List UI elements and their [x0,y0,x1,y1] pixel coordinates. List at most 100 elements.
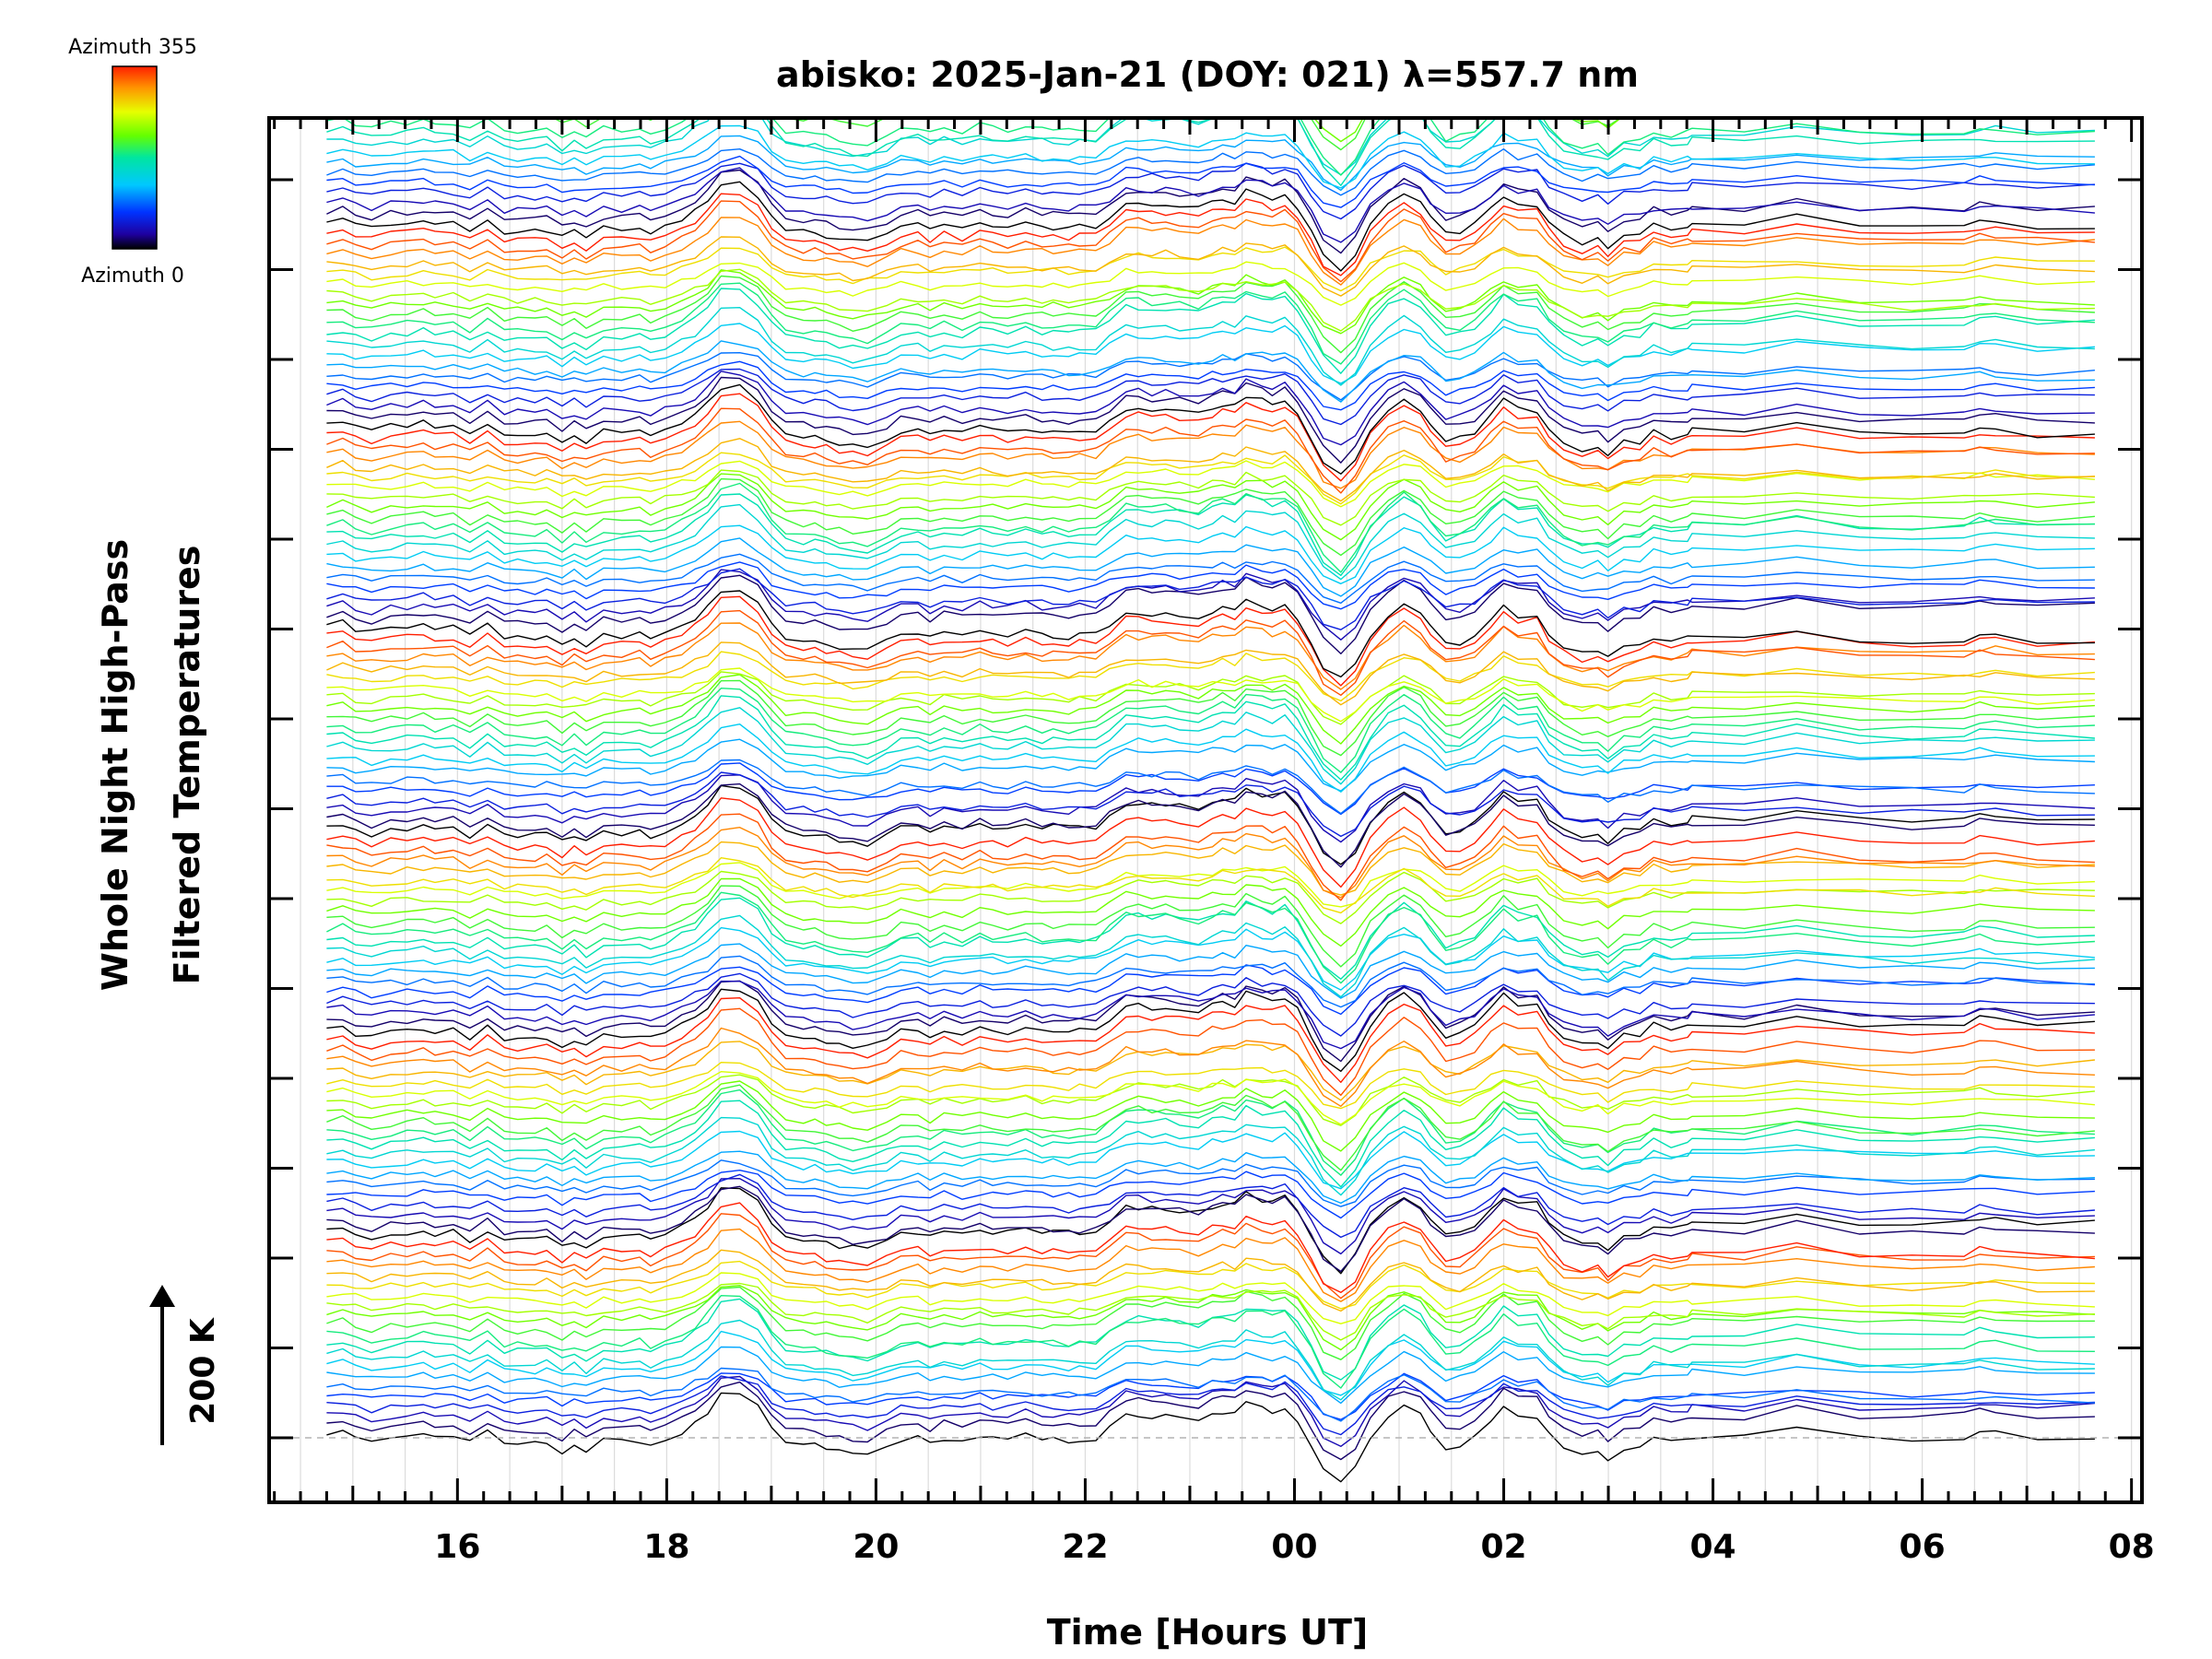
series-line [326,622,2095,690]
series-line [326,1330,2095,1396]
series-line [326,371,2095,446]
series-line [326,797,2095,888]
series-line [326,323,2095,384]
series-line [326,493,2095,576]
series-line [326,914,2095,998]
series-line [326,1375,2095,1447]
series-line [326,1170,2095,1219]
series-line [326,667,2095,723]
series-line [326,1185,2095,1273]
series-line [326,1346,2095,1405]
series-line [326,217,2095,286]
traces [326,118,2095,1483]
series-line [326,118,2095,176]
series-line [326,926,2095,991]
series-line [326,420,2095,489]
x-tick-label: 04 [1690,1528,1736,1566]
series-line [326,707,2095,785]
series-line [326,561,2095,610]
series-line [326,870,2095,924]
series-line [326,1116,2095,1196]
series-line [326,1007,2095,1096]
series-line [326,569,2095,641]
series-line [326,897,2095,980]
chart-title: abisko: 2025-Jan-21 (DOY: 021) λ=557.7 n… [776,54,1639,95]
series-line [326,1272,2095,1324]
scale-bar-arrow-head [149,1285,175,1307]
series-line [326,1375,2095,1436]
series-line [326,827,2095,899]
scale-bar: 200 K [149,1285,222,1445]
series-line [326,360,2095,411]
series-line [326,383,2095,475]
series-line [326,167,2095,243]
series-line [326,1088,2095,1176]
series-line [326,118,2095,176]
series-line [326,1062,2095,1110]
x-tick-label: 16 [434,1528,480,1566]
series-line [326,469,2095,526]
series-line [326,943,2095,999]
axis-ticks [269,118,2142,1502]
series-line [326,784,2095,865]
series-line [326,1295,2095,1389]
series-line [326,782,2095,868]
series-line [326,376,2095,464]
colorbar-gradient [112,65,158,250]
series-line [326,759,2095,815]
series-line [326,1080,2095,1152]
series-line [326,1159,2095,1207]
series-line [326,124,2095,189]
series-line [326,1228,2095,1302]
x-tick-label: 02 [1480,1528,1526,1566]
series-line [326,524,2095,584]
series-line [326,641,2095,706]
series-line [326,393,2095,482]
series-line [326,885,2095,968]
series-line [326,1260,2095,1310]
series-line [326,679,2095,757]
series-line [326,118,2095,186]
colorbar-top-label: Azimuth 355 [68,36,197,59]
x-tick-label: 08 [2109,1528,2155,1566]
series-line [326,407,2095,494]
series-line [326,1100,2095,1188]
series-line [326,1298,2095,1381]
series-line [326,288,2095,374]
series-line [326,1392,2095,1483]
series-line [326,268,2095,332]
series-line [326,1367,2095,1422]
series-line [326,771,2095,838]
series-line [326,1282,2095,1341]
series-line [326,473,2095,541]
colorbar: Azimuth 355 Azimuth 0 [68,36,197,288]
series-line [326,1381,2095,1461]
series-line [326,955,2095,1008]
series-line [326,162,2095,220]
series-line [326,1372,2095,1420]
series-line [326,537,2095,597]
series-line [326,988,2095,1072]
series-line [326,148,2095,196]
series-line [326,246,2095,292]
series-line [326,200,2095,283]
series-line [326,877,2095,947]
x-tick-label: 20 [853,1528,899,1566]
series-line [326,1150,2095,1205]
x-tick-label: 18 [643,1528,689,1566]
series-line [326,574,2095,654]
series-line [326,762,2095,816]
series-line [326,997,2095,1083]
series-line [326,269,2095,335]
series-line [326,135,2095,192]
colorbar-bottom-label: Azimuth 0 [81,265,184,288]
series-line [326,590,2095,678]
series-line [326,553,2095,604]
series-line [326,261,2095,306]
series-line [326,891,2095,984]
series-line [326,340,2095,403]
series-line [326,1319,2095,1401]
x-axis-label: Time [Hours UT] [1047,1612,1369,1653]
series-line [326,236,2095,297]
